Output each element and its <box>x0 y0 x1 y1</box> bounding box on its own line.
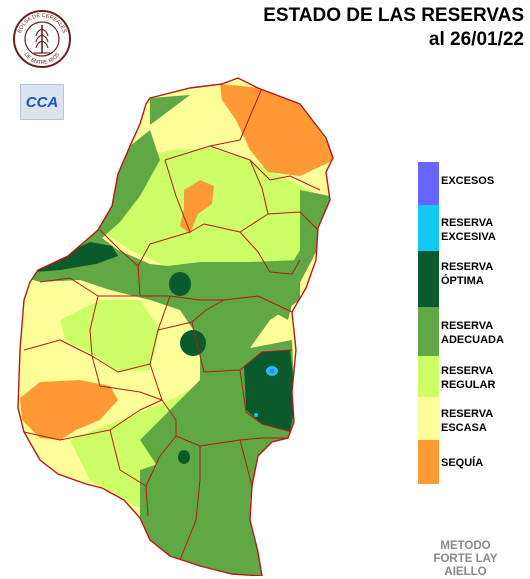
zone-optima-east <box>244 350 296 432</box>
title-line-2: al 26/01/22 <box>428 29 524 50</box>
zone-adecuada-northeast <box>150 95 190 125</box>
zone-excesiva-spot-2 <box>254 413 258 417</box>
cca-logo: CCA <box>20 84 64 120</box>
legend-label-sequia: SEQUÍA <box>441 457 484 469</box>
zone-optima-south <box>178 450 190 464</box>
zone-adecuada-northwest <box>20 130 300 500</box>
department-boundaries <box>23 87 321 561</box>
bolsa-cereales-logo: BOLSA DE CEREALES DE ENTRE RIOS <box>13 10 71 68</box>
legend-swatch-optima <box>418 251 439 307</box>
legend-label-excesos: EXCESOS <box>441 175 495 187</box>
legend-swatch-excesos <box>418 162 439 205</box>
legend-label-excesiva: RESERVA EXCESIVA <box>441 217 496 243</box>
zone-sequia-west <box>20 380 118 440</box>
title-line-1: ESTADO DE LAS RESERVAS <box>263 5 524 26</box>
legend-swatch-regular <box>418 356 439 397</box>
map-title: ESTADO DE LAS RESERVAS al 26/01/22 <box>263 4 524 52</box>
zone-optima-west <box>36 242 118 272</box>
zone-regular-north <box>100 148 330 294</box>
legend-label-regular: RESERVA REGULAR <box>441 365 496 391</box>
legend-swatch-sequia <box>418 440 439 484</box>
zone-adecuada-east-strip <box>270 190 330 320</box>
legend-swatch-excesiva <box>418 205 439 251</box>
zone-regular-west <box>60 300 160 372</box>
zone-optima-center-1 <box>169 272 191 296</box>
zone-excesos-spot <box>269 369 275 373</box>
zone-optima-center-2 <box>180 330 206 356</box>
zone-sequia-northeast <box>220 84 333 176</box>
legend-label-adecuada: RESERVA ADECUADA <box>441 320 504 346</box>
zone-sequia-center-north <box>180 180 214 234</box>
legend-label-escasa: RESERVA ESCASA <box>441 408 494 434</box>
legend-label-optima: RESERVA ÓPTIMA <box>441 261 494 287</box>
method-note: METODO FORTE LAY AIELLO <box>433 540 498 578</box>
legend-swatch-adecuada <box>418 307 439 356</box>
legend-swatch-escasa <box>418 397 439 440</box>
